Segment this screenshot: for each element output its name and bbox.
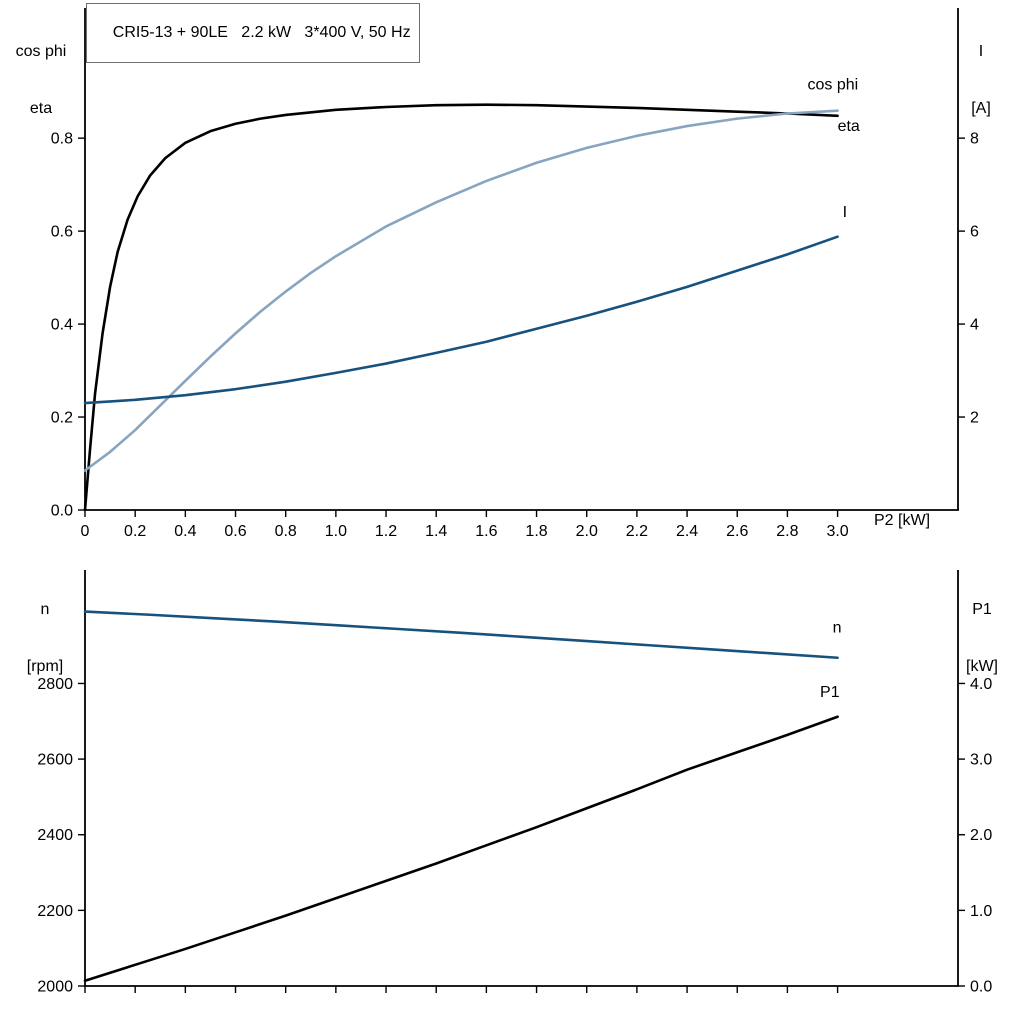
chart-title: CRI5-13 + 90LE 2.2 kW 3*400 V, 50 Hz bbox=[112, 24, 411, 41]
svg-text:2000: 2000 bbox=[37, 979, 73, 996]
svg-text:2.0: 2.0 bbox=[576, 523, 598, 540]
svg-text:0.4: 0.4 bbox=[51, 317, 73, 334]
axis-label-cos-phi: cos phi bbox=[15, 43, 67, 60]
svg-text:1.0: 1.0 bbox=[970, 903, 992, 920]
svg-text:1.2: 1.2 bbox=[375, 523, 397, 540]
svg-text:1.8: 1.8 bbox=[525, 523, 547, 540]
svg-text:2.2: 2.2 bbox=[626, 523, 648, 540]
axis-label-current-unit: [A] bbox=[971, 100, 991, 117]
svg-text:eta: eta bbox=[838, 118, 860, 135]
svg-text:0.2: 0.2 bbox=[124, 523, 146, 540]
top-right-axis-title: I [A] bbox=[952, 4, 1010, 156]
svg-text:1.4: 1.4 bbox=[425, 523, 447, 540]
svg-text:4.0: 4.0 bbox=[970, 676, 992, 693]
svg-text:n: n bbox=[833, 619, 842, 636]
svg-text:6: 6 bbox=[970, 224, 979, 241]
svg-text:2.8: 2.8 bbox=[776, 523, 798, 540]
axis-label-speed: n bbox=[40, 601, 50, 618]
svg-text:cos phi: cos phi bbox=[807, 76, 858, 93]
axis-label-current: I bbox=[978, 43, 984, 60]
svg-text:8: 8 bbox=[970, 131, 979, 148]
svg-text:2800: 2800 bbox=[37, 676, 73, 693]
svg-text:2400: 2400 bbox=[37, 827, 73, 844]
svg-text:0: 0 bbox=[81, 523, 90, 540]
svg-text:0.0: 0.0 bbox=[970, 979, 992, 996]
axis-label-speed-unit: [rpm] bbox=[26, 658, 64, 675]
top-left-axis-title: cos phi eta bbox=[4, 4, 78, 156]
svg-text:2.0: 2.0 bbox=[970, 827, 992, 844]
bottom-right-axis-title: P1 [kW] bbox=[952, 562, 1012, 714]
svg-text:2600: 2600 bbox=[37, 752, 73, 769]
svg-text:0.4: 0.4 bbox=[174, 523, 196, 540]
svg-text:2200: 2200 bbox=[37, 903, 73, 920]
svg-text:0.0: 0.0 bbox=[51, 503, 73, 520]
svg-text:1.6: 1.6 bbox=[475, 523, 497, 540]
bottom-left-axis-title: n [rpm] bbox=[12, 562, 78, 714]
svg-text:2.6: 2.6 bbox=[726, 523, 748, 540]
svg-text:0.6: 0.6 bbox=[51, 224, 73, 241]
svg-text:0.6: 0.6 bbox=[224, 523, 246, 540]
svg-text:0.2: 0.2 bbox=[51, 410, 73, 427]
x-axis-label: P2 [kW] bbox=[874, 512, 931, 529]
svg-text:I: I bbox=[843, 204, 847, 221]
svg-text:P1: P1 bbox=[820, 684, 840, 701]
svg-text:1.0: 1.0 bbox=[325, 523, 347, 540]
svg-text:0.8: 0.8 bbox=[51, 131, 73, 148]
svg-text:4: 4 bbox=[970, 317, 979, 334]
axis-label-p1: P1 bbox=[972, 601, 992, 618]
svg-text:0.8: 0.8 bbox=[275, 523, 297, 540]
svg-text:3.0: 3.0 bbox=[826, 523, 848, 540]
svg-text:2: 2 bbox=[970, 410, 979, 427]
chart-title-box: CRI5-13 + 90LE 2.2 kW 3*400 V, 50 Hz bbox=[86, 3, 420, 63]
svg-text:3.0: 3.0 bbox=[970, 752, 992, 769]
axis-label-p1-unit: [kW] bbox=[966, 658, 998, 675]
axis-label-eta: eta bbox=[29, 100, 53, 117]
svg-text:2.4: 2.4 bbox=[676, 523, 698, 540]
